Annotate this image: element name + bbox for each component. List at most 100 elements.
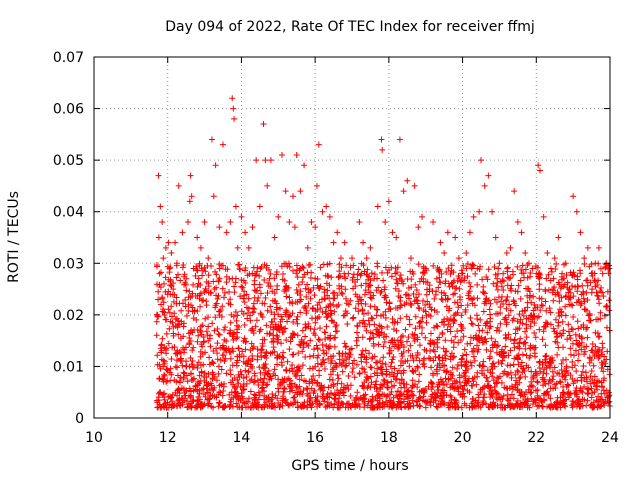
data-point bbox=[495, 342, 502, 349]
data-point bbox=[321, 398, 328, 405]
data-point bbox=[262, 352, 269, 359]
data-point bbox=[347, 346, 354, 353]
data-point-peak bbox=[441, 249, 448, 256]
data-point bbox=[256, 273, 263, 280]
data-point bbox=[223, 279, 230, 286]
data-point bbox=[321, 366, 328, 373]
data-point bbox=[231, 289, 238, 296]
data-point bbox=[536, 358, 543, 365]
data-point bbox=[274, 395, 281, 402]
data-point bbox=[482, 335, 489, 342]
data-point bbox=[258, 404, 265, 411]
data-point bbox=[466, 389, 473, 396]
data-point bbox=[511, 336, 518, 343]
data-point bbox=[217, 389, 224, 396]
data-point bbox=[398, 404, 405, 411]
data-point bbox=[562, 293, 569, 300]
data-point bbox=[431, 295, 438, 302]
data-point bbox=[192, 386, 199, 393]
data-point bbox=[370, 342, 377, 349]
data-point bbox=[560, 356, 567, 363]
data-point bbox=[373, 378, 380, 385]
data-point bbox=[527, 292, 534, 299]
data-point bbox=[483, 338, 490, 345]
data-point bbox=[415, 291, 422, 298]
data-point bbox=[328, 274, 335, 281]
data-point bbox=[422, 334, 429, 341]
data-point bbox=[363, 377, 370, 384]
data-point bbox=[153, 311, 160, 318]
data-point bbox=[274, 339, 281, 346]
data-point bbox=[293, 366, 300, 373]
data-point bbox=[297, 342, 304, 349]
data-point bbox=[186, 385, 193, 392]
data-point bbox=[392, 285, 399, 292]
data-point bbox=[489, 401, 496, 408]
data-point bbox=[261, 276, 268, 283]
data-point bbox=[389, 337, 396, 344]
data-point bbox=[605, 389, 612, 396]
data-point-peak bbox=[470, 213, 477, 220]
data-point bbox=[423, 319, 430, 326]
data-point bbox=[374, 369, 381, 376]
data-point bbox=[518, 359, 525, 366]
data-point bbox=[301, 304, 308, 311]
data-point bbox=[480, 394, 487, 401]
data-point bbox=[210, 404, 217, 411]
data-point bbox=[215, 370, 222, 377]
data-point bbox=[497, 394, 504, 401]
data-point bbox=[174, 271, 181, 278]
data-point bbox=[494, 286, 501, 293]
data-point bbox=[481, 372, 488, 379]
data-point bbox=[331, 343, 338, 350]
data-point bbox=[355, 308, 362, 315]
data-point bbox=[577, 400, 584, 407]
data-point bbox=[503, 305, 510, 312]
data-point bbox=[175, 331, 182, 338]
data-point bbox=[589, 347, 596, 354]
data-point bbox=[326, 282, 333, 289]
data-point bbox=[511, 403, 518, 410]
data-point bbox=[184, 378, 191, 385]
data-point bbox=[363, 356, 370, 363]
data-point bbox=[307, 274, 314, 281]
data-point bbox=[496, 373, 503, 380]
data-point bbox=[177, 379, 184, 386]
data-point bbox=[253, 272, 260, 279]
data-point-peak bbox=[548, 265, 555, 272]
data-point bbox=[345, 301, 352, 308]
data-point bbox=[498, 360, 505, 367]
data-point bbox=[400, 367, 407, 374]
data-point bbox=[558, 332, 565, 339]
data-point bbox=[195, 280, 202, 287]
data-point-peak bbox=[290, 193, 297, 200]
data-point bbox=[280, 388, 287, 395]
data-point bbox=[592, 283, 599, 290]
data-point bbox=[358, 282, 365, 289]
data-point bbox=[274, 282, 281, 289]
data-point bbox=[581, 261, 588, 268]
data-point bbox=[418, 330, 425, 337]
data-point bbox=[296, 376, 303, 383]
data-point-peak bbox=[367, 244, 374, 251]
data-point bbox=[366, 336, 373, 343]
data-point bbox=[262, 399, 269, 406]
data-point bbox=[394, 337, 401, 344]
data-point bbox=[310, 372, 317, 379]
data-point-peak bbox=[430, 219, 437, 226]
data-point-peak bbox=[229, 95, 236, 102]
data-point bbox=[569, 376, 576, 383]
data-point bbox=[409, 377, 416, 384]
data-point bbox=[513, 377, 520, 384]
data-point bbox=[362, 280, 369, 287]
data-point bbox=[230, 313, 237, 320]
data-point bbox=[402, 403, 409, 410]
data-point bbox=[539, 374, 546, 381]
data-point bbox=[530, 372, 537, 379]
data-point bbox=[333, 303, 340, 310]
data-point bbox=[515, 352, 522, 359]
data-point bbox=[344, 354, 351, 361]
data-point bbox=[251, 287, 258, 294]
data-point-peak bbox=[175, 182, 182, 189]
data-point bbox=[470, 353, 477, 360]
